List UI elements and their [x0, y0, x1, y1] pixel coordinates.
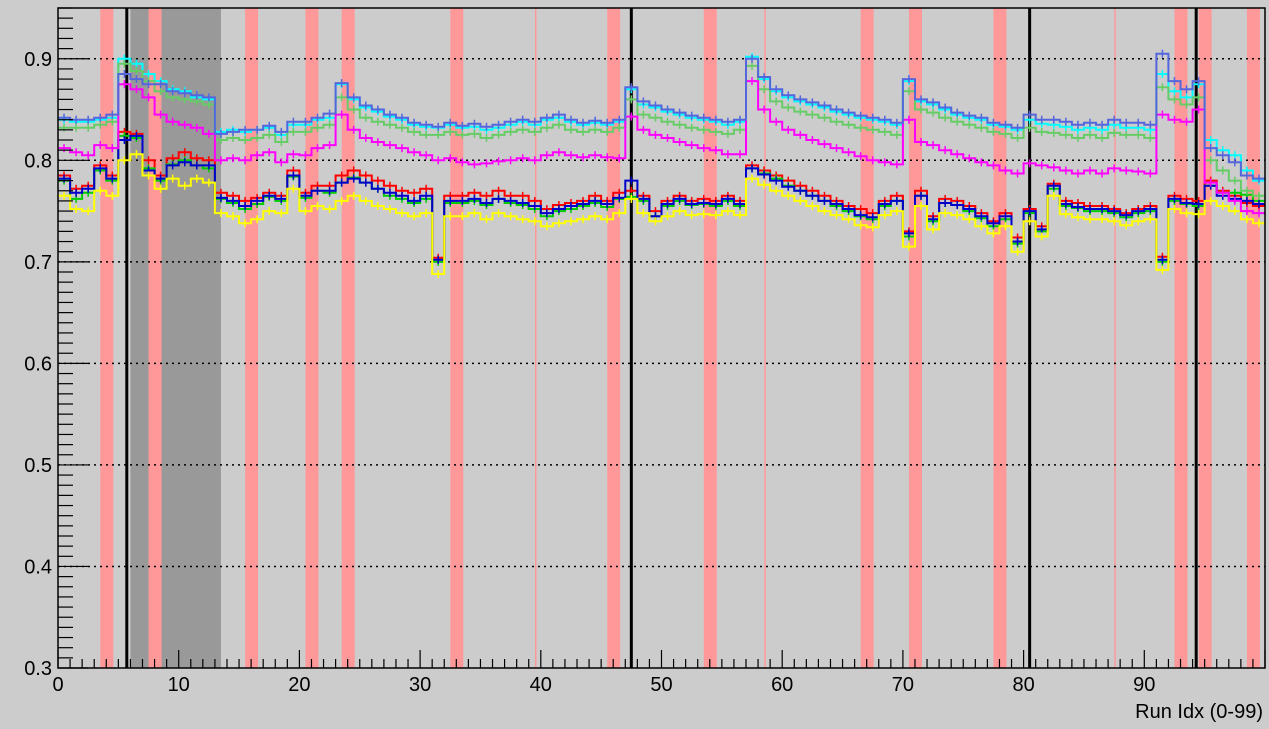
highlight-band-run-16 [245, 8, 259, 668]
highlight-band-run-78 [993, 8, 1007, 668]
highlight-band-run-21 [305, 8, 319, 668]
highlight-bands [100, 8, 1260, 668]
y-tick-label: 0.4 [24, 556, 52, 578]
gray-band [130, 8, 221, 668]
x-tick-label: 70 [892, 674, 914, 696]
highlight-band-run-71 [908, 8, 922, 668]
y-tick-label: 0.9 [24, 49, 52, 71]
highlight-band-run-54 [703, 8, 717, 668]
x-tick-label: 80 [1012, 674, 1034, 696]
highlight-band-run-95 [1198, 8, 1212, 668]
x-tick-label: 10 [168, 674, 190, 696]
x-tick-label: 20 [288, 674, 310, 696]
y-tick-labels: 0.3 0.4 0.5 0.6 0.7 0.8 0.9 [24, 49, 52, 680]
thin-highlight-band [534, 8, 537, 668]
x-tick-label: 30 [409, 674, 431, 696]
thin-highlight-band [1114, 8, 1116, 668]
highlight-band-run-46 [607, 8, 621, 668]
highlight-band-run-24 [341, 8, 355, 668]
highlight-band-run-33 [450, 8, 464, 668]
series-line-6 [58, 80, 1265, 215]
y-tick-label: 0.6 [24, 353, 52, 375]
y-tick-label: 0.8 [24, 150, 52, 172]
thin-highlight-band [764, 8, 766, 668]
x-tick-label: 50 [650, 674, 672, 696]
y-tick-label: 0.7 [24, 252, 52, 274]
highlight-band-run-4 [100, 8, 114, 668]
highlight-band-run-99 [1246, 8, 1260, 668]
highlight-band-run-67 [860, 8, 874, 668]
x-tick-label: 90 [1133, 674, 1155, 696]
axis-ticks [57, 7, 1266, 669]
x-tick-label: 40 [530, 674, 552, 696]
x-tick-label: 60 [771, 674, 793, 696]
highlight-band-run-8 [148, 8, 162, 668]
series-line-3 [58, 153, 1265, 275]
x-tick-label: 0 [52, 674, 63, 696]
series-lines [58, 49, 1265, 279]
y-tick-label: 0.3 [24, 658, 52, 680]
x-axis-title: Run Idx (0-99) [1135, 701, 1263, 723]
series-line-5 [58, 62, 1265, 197]
highlight-band-run-93 [1174, 8, 1188, 668]
y-tick-label: 0.5 [24, 455, 52, 477]
x-tick-labels: 0 10 20 30 40 50 60 70 80 90 [52, 674, 1155, 696]
